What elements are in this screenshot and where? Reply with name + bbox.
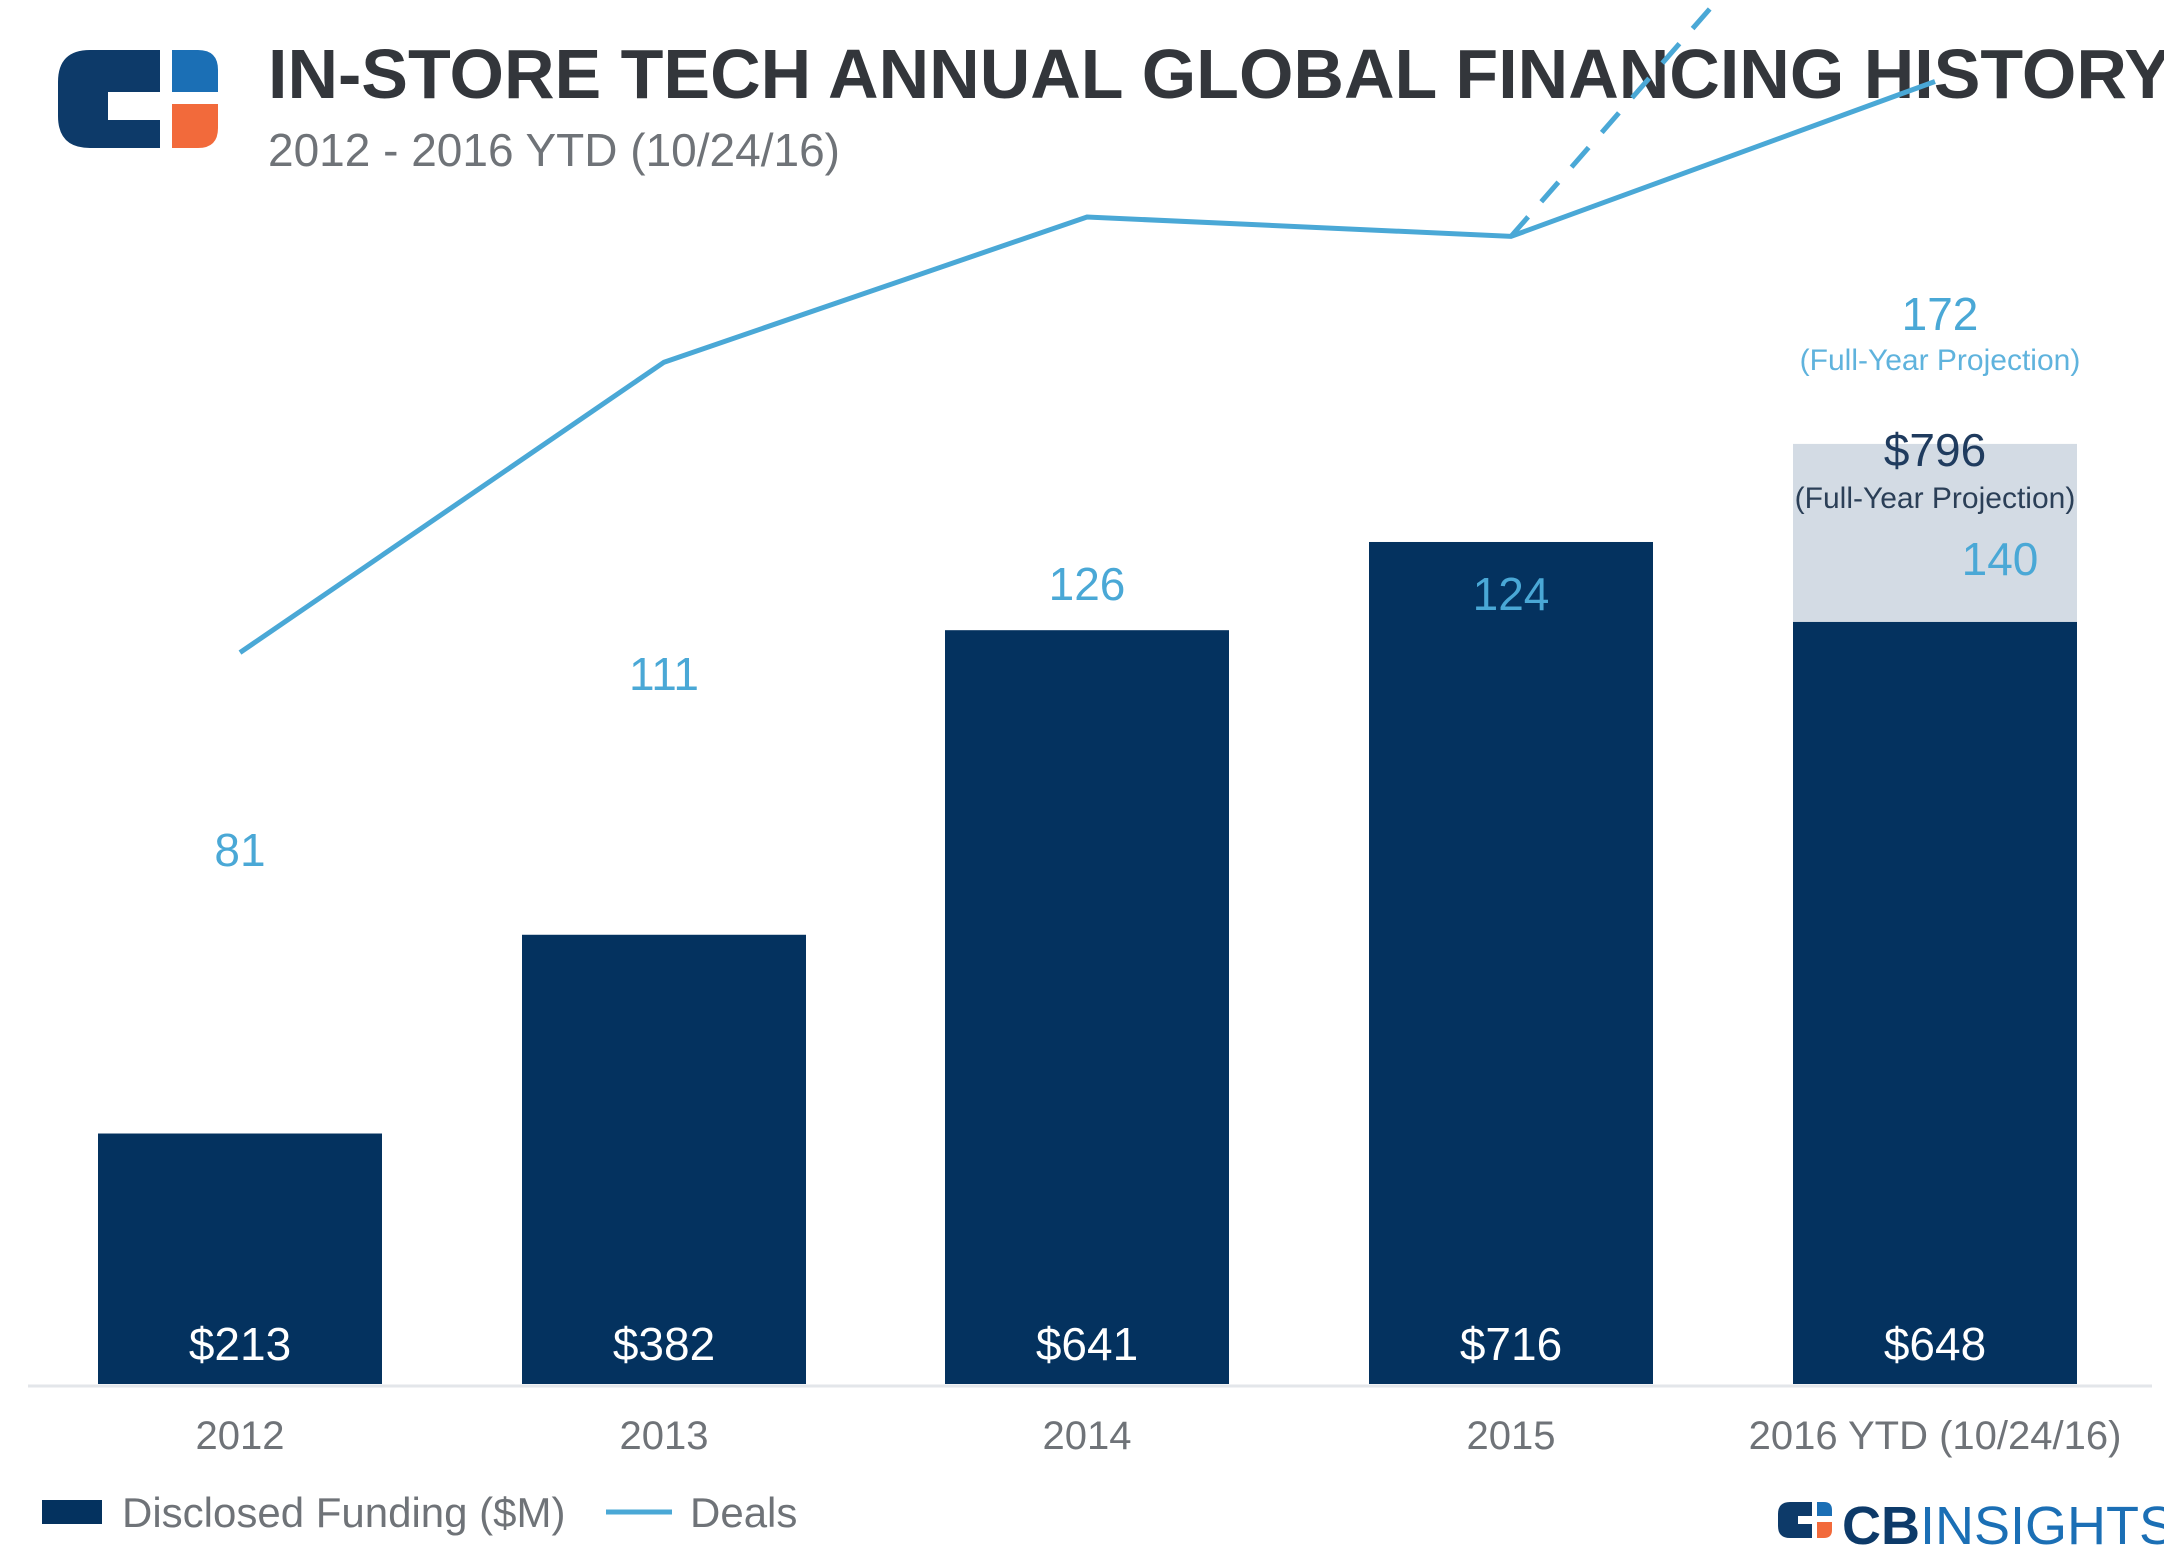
bars-group	[98, 541, 2077, 1384]
x-tick-label-2: 2014	[1043, 1414, 1132, 1458]
bar-0	[98, 1133, 382, 1384]
chart-subtitle: 2012 - 2016 YTD (10/24/16)	[268, 124, 840, 176]
brand-wordmark: CBINSIGHTS	[1842, 1496, 2164, 1556]
bar-3	[1369, 541, 1653, 1384]
deal-value-label-2: 126	[1049, 558, 1126, 610]
chart-title: IN-STORE TECH ANNUAL GLOBAL FINANCING HI…	[268, 35, 2164, 113]
brand-cb-text: CB	[1842, 1496, 1920, 1556]
deal-labels-group: 81 111 126 124 140	[214, 533, 2038, 876]
legend: Disclosed Funding ($M) Deals	[42, 1489, 797, 1536]
x-tick-label-1: 2013	[620, 1414, 709, 1458]
bar-value-label-3: $716	[1460, 1318, 1562, 1370]
bar-value-label-1: $382	[613, 1318, 715, 1370]
deal-value-label-4: 140	[1962, 533, 2039, 585]
x-tick-label-0: 2012	[196, 1414, 285, 1458]
bar-4	[1793, 621, 2077, 1384]
cb-logo-icon	[58, 50, 218, 148]
deal-value-label-0: 81	[214, 824, 265, 876]
deal-value-label-1: 111	[629, 648, 699, 700]
projection-funding-label: $796	[1884, 424, 1986, 476]
x-tick-label-4: 2016 YTD (10/24/16)	[1749, 1414, 2122, 1458]
bar-value-label-0: $213	[189, 1318, 291, 1370]
bar-1	[522, 934, 806, 1384]
bar-value-label-2: $641	[1036, 1318, 1138, 1370]
legend-label-funding: Disclosed Funding ($M)	[122, 1489, 566, 1536]
bar-2	[945, 630, 1229, 1384]
legend-label-deals: Deals	[690, 1489, 797, 1536]
projection-deals-note: (Full-Year Projection)	[1800, 344, 2081, 377]
brand-footer: CBINSIGHTS	[1778, 1496, 2164, 1556]
bar-value-label-4: $648	[1884, 1318, 1986, 1370]
brand-insights-text: INSIGHTS	[1920, 1496, 2164, 1556]
projection-box	[1793, 443, 2077, 622]
bar-labels-group: $213 $382 $641 $716 $648	[189, 1318, 1986, 1370]
legend-swatch-funding	[42, 1500, 102, 1524]
x-tick-labels-group: 2012 2013 2014 2015 2016 YTD (10/24/16)	[196, 1414, 2122, 1458]
deal-value-label-3: 124	[1473, 568, 1550, 620]
cb-insights-logo-icon	[1778, 1502, 1832, 1538]
x-tick-label-3: 2015	[1467, 1414, 1556, 1458]
projection-funding-note: (Full-Year Projection)	[1795, 482, 2076, 515]
projection-deals-label: 172	[1902, 288, 1979, 340]
deals-line	[238, 79, 1936, 655]
deals-projection-line	[1509, 0, 1721, 239]
